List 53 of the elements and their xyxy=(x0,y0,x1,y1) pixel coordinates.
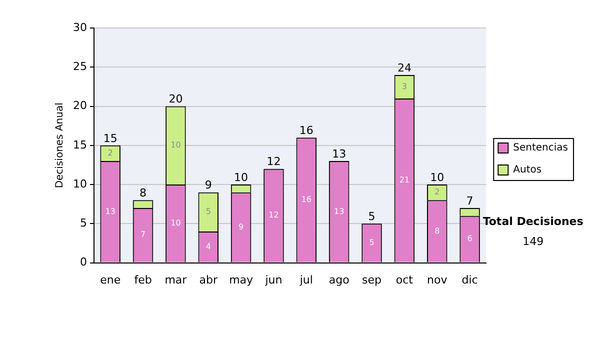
data-label: 16 xyxy=(301,195,312,204)
y-tick-label: 15 xyxy=(72,138,87,152)
y-tick-label: 10 xyxy=(72,177,87,190)
data-label: 7 xyxy=(140,230,146,240)
y-tick-label: 5 xyxy=(80,216,87,230)
y-tick-label: 0 xyxy=(80,256,87,269)
data-label: 21 xyxy=(399,175,410,184)
y-tick-label: 30 xyxy=(72,20,87,34)
data-label: 4 xyxy=(206,242,211,251)
data-label: 12 xyxy=(268,210,279,220)
data-label: 5 xyxy=(206,207,211,216)
total-label: 24 xyxy=(397,61,412,74)
y-tick-label: 20 xyxy=(72,99,87,112)
x-tick-label: dic xyxy=(462,273,478,286)
y-axis-title: Decisiones Anual xyxy=(54,102,66,188)
total-label: 5 xyxy=(368,210,376,224)
x-tick-label: mar xyxy=(164,273,188,286)
x-tick-label: sep xyxy=(362,273,382,286)
data-label: 13 xyxy=(105,206,116,216)
data-label: 5 xyxy=(369,238,374,248)
total-label: 10 xyxy=(430,170,444,184)
data-label: 8 xyxy=(434,226,440,236)
total-label: 15 xyxy=(103,132,118,145)
x-tick-label: jun xyxy=(264,273,282,286)
legend-label: Sentencias xyxy=(513,142,568,154)
x-tick-label: feb xyxy=(134,273,152,286)
data-label: 2 xyxy=(108,148,113,158)
legend-label: Autos xyxy=(513,164,542,176)
total-label: 12 xyxy=(266,155,281,168)
x-tick-label: nov xyxy=(427,273,448,286)
annotation: Total Decisiones xyxy=(482,214,584,228)
data-label: 2 xyxy=(434,187,440,196)
y-tick-label: 25 xyxy=(72,60,87,73)
total-label: 8 xyxy=(140,186,147,200)
text: 149 xyxy=(522,234,544,248)
x-tick-label: jul xyxy=(298,273,313,286)
total-label: 10 xyxy=(234,170,248,184)
data-label: 13 xyxy=(334,206,344,216)
total-label: 7 xyxy=(466,194,474,208)
x-tick-label: ene xyxy=(100,273,121,286)
data-label: 3 xyxy=(402,82,407,91)
x-tick-label: may xyxy=(229,273,254,286)
data-label: 10 xyxy=(170,140,181,150)
total-label: 13 xyxy=(332,147,346,160)
total-label: 9 xyxy=(204,178,212,192)
total-label: 16 xyxy=(299,124,314,137)
data-label: 6 xyxy=(467,234,472,244)
total-label: 20 xyxy=(168,92,183,106)
x-tick-label: ago xyxy=(328,273,350,286)
x-tick-label: abr xyxy=(199,273,218,286)
data-label: 9 xyxy=(238,222,244,232)
x-tick-label: oct xyxy=(396,273,414,286)
data-label: 10 xyxy=(170,218,181,228)
